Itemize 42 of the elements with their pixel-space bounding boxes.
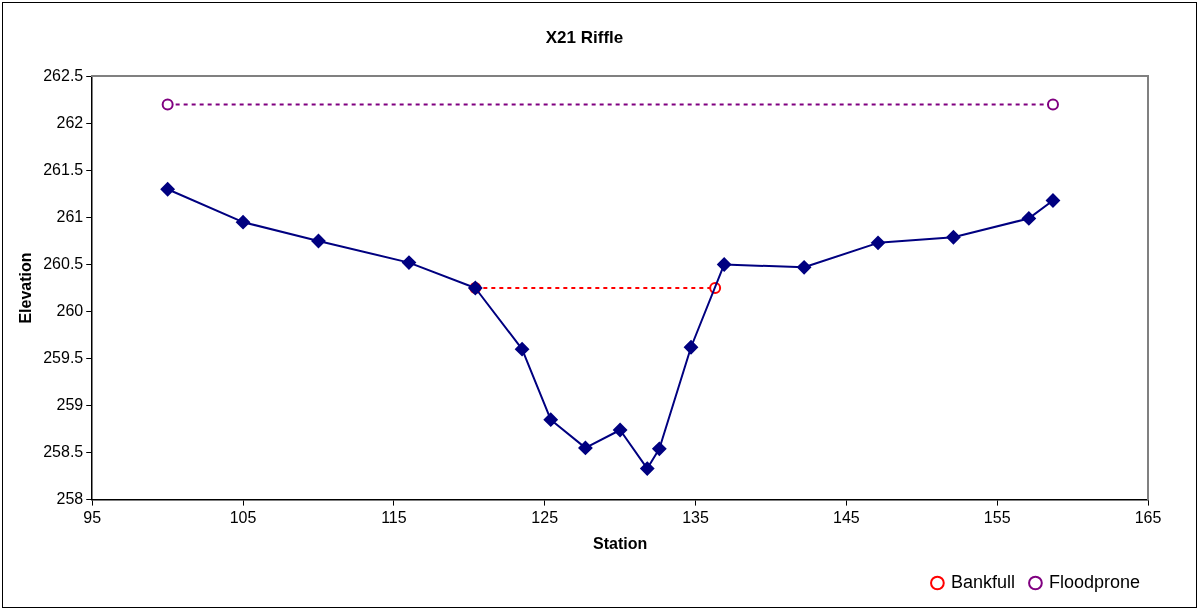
- x-tick-label: 165: [1134, 508, 1162, 526]
- point: [1021, 211, 1036, 226]
- x-tick-label: 105: [229, 508, 257, 526]
- point: [946, 230, 961, 245]
- x-tick-label: 145: [833, 508, 860, 526]
- point: [613, 423, 628, 438]
- point: [160, 182, 175, 197]
- x-tick-label: 135: [682, 508, 709, 526]
- y-tick-label: 261.5: [43, 160, 84, 178]
- y-tick-label: 262: [56, 113, 84, 131]
- point: [401, 255, 416, 270]
- y-tick-label: 259: [56, 395, 84, 413]
- point: [871, 235, 886, 250]
- point: [1045, 193, 1060, 208]
- point: [640, 461, 655, 476]
- y-tick-label: 260: [56, 301, 84, 319]
- point: [684, 340, 699, 355]
- point: [797, 260, 812, 275]
- x-tick-label: 115: [381, 508, 407, 526]
- y-tick-label: 260.5: [43, 254, 84, 272]
- x-tick-label: 155: [983, 508, 1011, 526]
- point: [236, 215, 251, 230]
- y-tick-label: 259.5: [43, 348, 84, 366]
- chart-title: X21 Riffle: [545, 27, 624, 47]
- y-tick-label: 258.5: [43, 442, 84, 460]
- x-tick-label: 125: [531, 508, 559, 526]
- y-axis-title: Elevation: [17, 252, 35, 324]
- y-tick-label: 261: [56, 207, 84, 225]
- legend-label: Floodprone: [1048, 571, 1141, 592]
- y-tick-label: 262.5: [43, 66, 84, 84]
- y-tick-label: 258: [56, 490, 84, 508]
- legend-label: Bankfull: [950, 571, 1015, 592]
- x-axis-title: Station: [593, 534, 648, 552]
- point: [652, 441, 667, 456]
- point: [717, 257, 732, 272]
- point: [161, 98, 174, 111]
- point: [311, 233, 326, 248]
- point: [578, 440, 593, 455]
- point: [1046, 98, 1059, 111]
- point: [543, 412, 558, 427]
- point: [515, 342, 530, 357]
- x-tick-label: 95: [83, 508, 102, 526]
